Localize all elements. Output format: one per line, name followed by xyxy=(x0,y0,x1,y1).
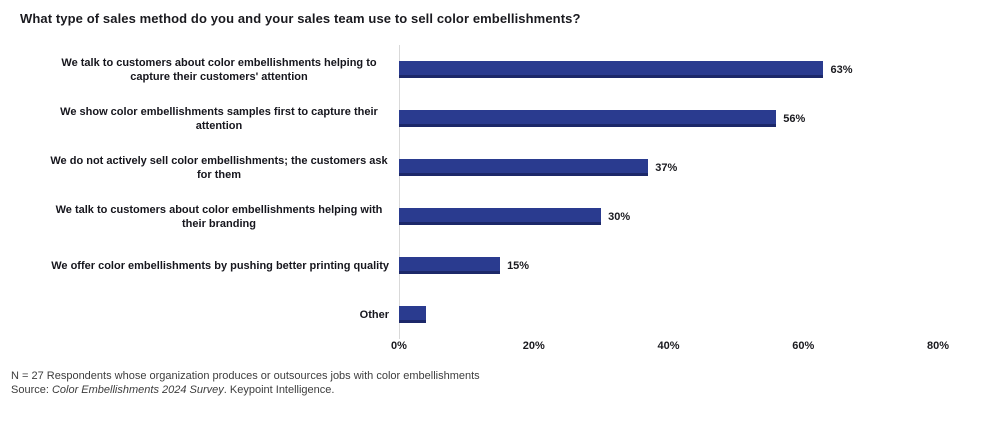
plot-area: We talk to customers about color embelli… xyxy=(0,45,986,339)
bar-row: We do not actively sell color embellishm… xyxy=(0,143,986,192)
value-label: 30% xyxy=(608,210,631,223)
value-label: 37% xyxy=(655,161,678,174)
bar xyxy=(399,110,777,127)
bar xyxy=(399,61,824,78)
x-tick-label: 20% xyxy=(522,340,545,352)
bar xyxy=(399,306,426,323)
chart-title: What type of sales method do you and you… xyxy=(20,11,581,26)
bar xyxy=(399,208,602,225)
category-label: We offer color embellishments by pushing… xyxy=(51,259,389,272)
y-axis-line xyxy=(399,45,400,339)
x-tick-label: 40% xyxy=(657,340,680,352)
category-label: We show color embellishments samples fir… xyxy=(60,105,378,132)
category-label: Other xyxy=(359,308,389,321)
bar-row: We talk to customers about color embelli… xyxy=(0,192,986,241)
value-label: 63% xyxy=(830,63,853,76)
category-label: We talk to customers about color embelli… xyxy=(55,203,383,230)
x-tick-label: 60% xyxy=(792,340,815,352)
x-tick-label: 0% xyxy=(391,340,407,352)
x-axis: 0% 20% 40% 60% 80% xyxy=(391,340,949,356)
category-label: We do not actively sell color embellishm… xyxy=(50,154,388,181)
bar-row: Other xyxy=(0,290,986,339)
bar xyxy=(399,159,649,176)
footnote-source: Source: Color Embellishments 2024 Survey… xyxy=(11,383,335,396)
value-label: 56% xyxy=(783,112,806,125)
bar-row: We offer color embellishments by pushing… xyxy=(0,241,986,290)
source-survey-name: Color Embellishments 2024 Survey xyxy=(51,383,224,396)
bar-row: We show color embellishments samples fir… xyxy=(0,94,986,143)
footnote: N = 27 Respondents whose organization pr… xyxy=(11,370,480,397)
bar xyxy=(399,257,501,274)
x-tick-label: 80% xyxy=(926,340,950,352)
category-label: We talk to customers about color embelli… xyxy=(61,56,377,83)
bar-row: We talk to customers about color embelli… xyxy=(0,45,986,94)
footnote-sample-size: N = 27 Respondents whose organization pr… xyxy=(11,370,480,382)
value-label: 15% xyxy=(507,259,530,272)
